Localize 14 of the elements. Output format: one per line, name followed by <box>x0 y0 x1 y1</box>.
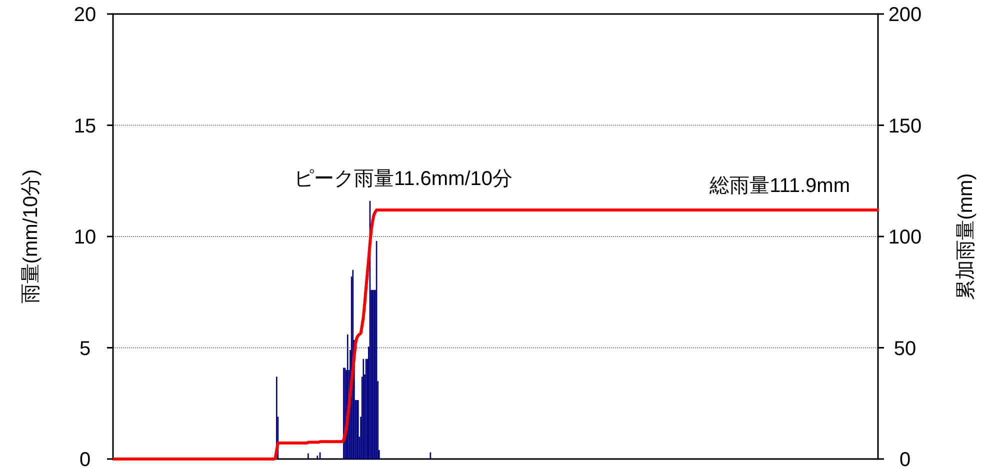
y-tick-label: 10 <box>74 226 96 248</box>
y-tick-label: 0 <box>79 449 91 471</box>
y2-axis-title: 累加雨量(mm) <box>955 173 977 300</box>
annotation: 総雨量111.9mm <box>708 175 850 198</box>
y2-tick-label: 0 <box>899 449 911 471</box>
y2-tick-label: 200 <box>888 4 922 26</box>
y-tick-label: 5 <box>79 338 91 360</box>
y-tick-label: 20 <box>74 4 96 26</box>
y2-tick-label: 50 <box>894 338 916 360</box>
annotation: ピーク雨量11.6mm/10分 <box>294 168 513 190</box>
y-axis-title: 雨量(mm/10分) <box>20 169 42 304</box>
y-tick-label: 15 <box>74 115 96 138</box>
y2-tick-label: 150 <box>888 115 922 138</box>
y2-tick-label: 100 <box>888 226 922 248</box>
